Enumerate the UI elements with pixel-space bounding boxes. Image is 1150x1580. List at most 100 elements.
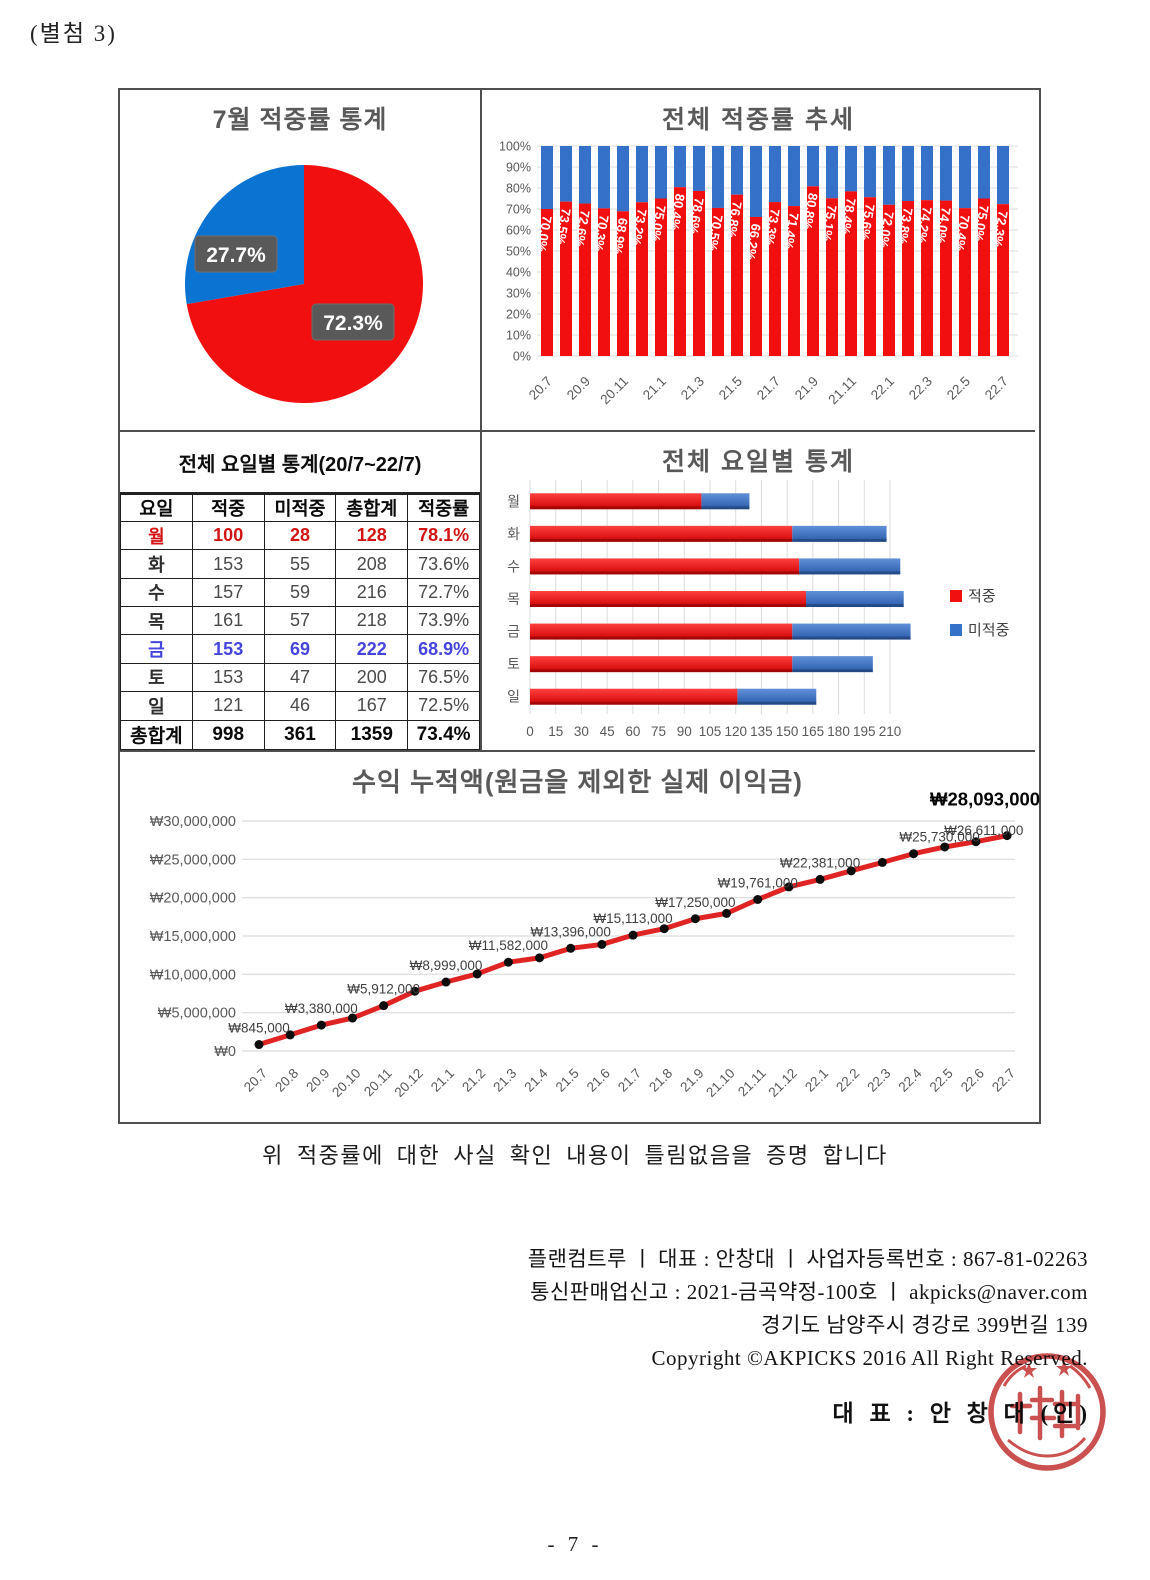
pie-label-hit: 72.3% xyxy=(323,312,383,335)
table-row: 월 100 28 128 78.1% xyxy=(120,520,480,551)
data-point xyxy=(690,914,700,924)
x-axis-tick-label: 30 xyxy=(574,724,589,739)
bar-value-label: 72.6% xyxy=(572,209,593,248)
bar-miss-segment xyxy=(579,146,591,204)
point-value-label: ₩3,380,000 xyxy=(285,1001,358,1016)
bar-value-label: 75.0% xyxy=(648,204,669,243)
y-axis-tick-label: 70% xyxy=(506,203,531,217)
table-cell: 100 xyxy=(191,520,265,551)
x-axis-tick-label: 22.7 xyxy=(989,1066,1018,1095)
bar-hit-segment xyxy=(731,194,743,356)
x-axis-tick-label: 21.3 xyxy=(678,374,707,403)
bar-hit-segment xyxy=(788,206,800,356)
bar-miss-segment xyxy=(792,525,887,542)
x-axis-tick-label: 21.5 xyxy=(553,1066,582,1095)
table-cell: 72.5% xyxy=(407,691,480,721)
trend-chart-panel: 전체 적중률 추세 0% 10% 20% 30% 40% 50% 60% 70% 80% 90% 1… xyxy=(482,90,1035,432)
pie-slice-hit xyxy=(186,165,423,403)
table-cell: 78.1% xyxy=(407,520,480,551)
bar-value-label: 70.4% xyxy=(952,214,973,253)
bar-hit-segment xyxy=(530,688,738,705)
bar-hit-segment xyxy=(530,623,793,640)
x-axis-tick-label: 15 xyxy=(548,724,563,739)
data-point xyxy=(971,837,981,847)
profit-line-chart: ₩0 ₩5,000,000 ₩10,000,000 ₩15,000,000 ₩20,00… xyxy=(150,789,1040,1101)
weekday-bar-chart-title: 전체 요일별 통계 xyxy=(662,448,855,476)
bar-miss-segment xyxy=(674,146,686,188)
pie-slice-miss xyxy=(185,165,304,305)
bar-hit-segment xyxy=(940,200,952,356)
bar-hit-segment xyxy=(674,187,686,356)
bar-miss-segment xyxy=(799,558,901,575)
pie-label-hit-box xyxy=(311,303,395,341)
bar-miss-segment xyxy=(792,656,873,673)
x-axis-tick-label: 20.7 xyxy=(241,1066,270,1095)
table-cell: 216 xyxy=(335,577,409,608)
table-cell: 46 xyxy=(263,691,337,721)
bar-value-label: 71.4% xyxy=(781,212,802,251)
profit-line-chart-panel: 수익 누적액(원금을 제외한 실제 이익금) ₩0 ₩5,000,000 ₩10,0… xyxy=(120,752,1040,1118)
x-axis-tick-label: 165 xyxy=(802,724,825,739)
x-axis-tick-label: 75 xyxy=(651,724,666,739)
bar-value-label: 74.0% xyxy=(933,206,954,245)
data-point xyxy=(566,943,576,953)
bar-value-label: 76.8% xyxy=(724,200,745,239)
table-cell: 토 xyxy=(120,662,193,693)
x-axis-tick-label: 20.7 xyxy=(526,374,555,403)
bar-value-label: 73.8% xyxy=(895,206,916,245)
bar-miss-segment xyxy=(636,146,648,203)
certification-statement: 위 적중률에 대한 사실 확인 내용이 틀림없음을 증명 합니다 xyxy=(262,1143,888,1168)
bar-shadow xyxy=(530,538,887,542)
x-axis-tick-label: 60 xyxy=(625,724,640,739)
data-point xyxy=(316,1020,326,1030)
x-axis-tick-label: 21.1 xyxy=(640,374,669,403)
x-axis-tick-label: 180 xyxy=(827,724,850,739)
point-value-label: ₩19,761,000 xyxy=(718,875,798,890)
table-cell: 수 xyxy=(120,577,193,608)
x-axis-tick-label: 20.11 xyxy=(361,1066,395,1100)
bar-miss-segment xyxy=(598,146,610,209)
statistics-board: 7월 적중률 통계 72.3% 27.7% 전체 적중률 추세 0% 10% 20% 3… xyxy=(118,88,1041,1124)
table-cell: 222 xyxy=(335,634,409,664)
bar-miss-segment xyxy=(712,146,724,208)
x-axis-tick-label: 21.9 xyxy=(792,374,821,403)
data-point xyxy=(628,930,638,940)
weekday-statistics-table: 요일 적중 미적중 총합계 적중률 월 100 28 128 78.1% 화 153 55 208 73.… xyxy=(120,494,480,751)
y-axis-tick-label: ₩20,000,000 xyxy=(150,891,236,907)
data-point xyxy=(877,857,887,867)
bar-value-label: 75.1% xyxy=(819,204,840,243)
x-axis-tick-label: 0 xyxy=(526,724,534,739)
bar-miss-segment xyxy=(826,146,838,199)
bar-hit-segment xyxy=(655,198,667,356)
bar-miss-segment xyxy=(701,493,750,510)
table-header-cell: 요일 xyxy=(120,494,193,522)
bar-miss-segment xyxy=(959,146,971,209)
bar-miss-segment xyxy=(845,146,857,192)
bar-value-label: 68.9% xyxy=(610,217,631,256)
table-cell: 161 xyxy=(191,606,265,636)
data-point xyxy=(1002,831,1012,841)
y-axis-tick-label: 20% xyxy=(506,308,531,322)
bar-hit-segment xyxy=(826,198,838,356)
table-row: 총합계 998 361 1359 73.4% xyxy=(120,719,480,751)
legend-label: 적중 xyxy=(968,588,996,605)
table-cell: 121 xyxy=(191,691,265,721)
table-cell: 총합계 xyxy=(120,719,193,751)
point-value-label: ₩22,381,000 xyxy=(780,855,860,870)
bar-hit-segment xyxy=(997,204,1009,356)
company-seal xyxy=(988,1353,1106,1471)
table-cell: 목 xyxy=(120,606,193,636)
x-axis-tick-label: 21.3 xyxy=(490,1066,519,1095)
y-axis-tick-label: 80% xyxy=(506,182,531,196)
point-value-label: ₩5,912,000 xyxy=(347,982,420,997)
table-cell: 59 xyxy=(263,577,337,608)
x-axis-tick-label: 20.12 xyxy=(391,1066,426,1101)
x-axis-tick-label: 210 xyxy=(879,724,902,739)
table-cell: 208 xyxy=(335,549,409,579)
page-number: - 7 - xyxy=(547,1532,603,1556)
y-axis-category-label: 일 xyxy=(507,689,520,705)
x-axis-tick-label: 21.5 xyxy=(716,374,745,403)
bar-hit-segment xyxy=(978,198,990,356)
data-point xyxy=(379,1001,389,1011)
